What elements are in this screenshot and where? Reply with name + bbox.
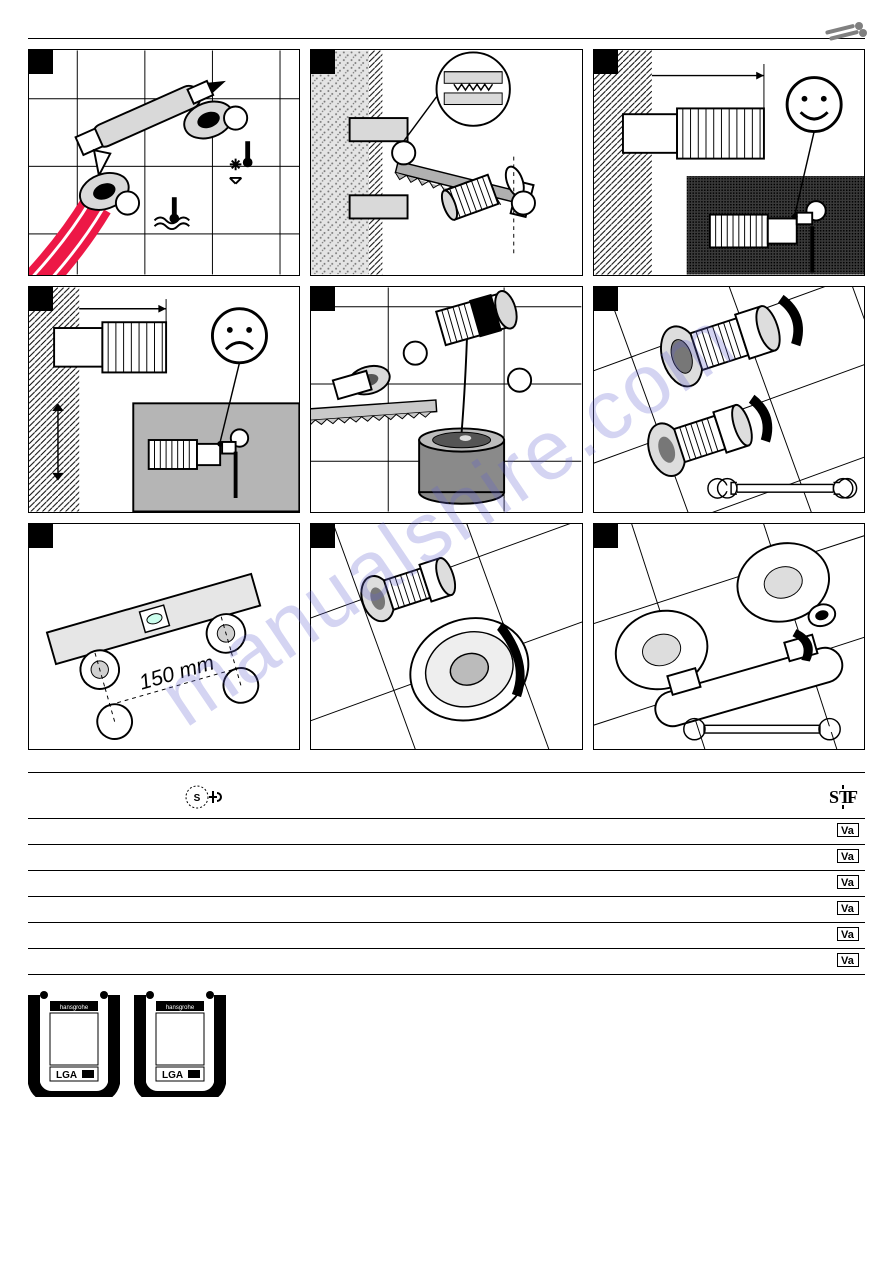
page: 150 mm	[0, 0, 893, 1127]
svg-text:S: S	[193, 793, 200, 804]
stf-cert-icon: S T F	[825, 783, 859, 811]
header-rule	[28, 38, 865, 39]
panel-step-1	[28, 49, 300, 276]
lga-label: LGA	[56, 1070, 77, 1081]
panel-step-3	[593, 49, 865, 276]
approvals-table-section: S S T F Va	[28, 772, 865, 975]
va-mark-icon: Va	[837, 849, 859, 863]
panel-step-6	[593, 286, 865, 513]
step-number-box	[311, 287, 335, 311]
step-number-box	[594, 287, 618, 311]
va-mark-icon: Va	[837, 953, 859, 967]
panel-step-2	[310, 49, 582, 276]
lga-cert-1: hansgrohe LGA	[28, 987, 120, 1097]
cert-brand-label: hansgrohe	[166, 1005, 195, 1011]
svg-text:F: F	[847, 787, 858, 807]
table-row: Va	[28, 896, 865, 922]
va-mark-icon: Va	[837, 875, 859, 889]
approvals-table: S S T F Va	[28, 773, 865, 975]
panel-step-8	[310, 523, 582, 750]
va-mark-icon: Va	[837, 901, 859, 915]
lga-cert-2: hansgrohe LGA	[134, 987, 226, 1097]
lga-label: LGA	[162, 1070, 183, 1081]
step-number-box	[29, 287, 53, 311]
table-row: Va	[28, 844, 865, 870]
table-header-cert2: S T F	[497, 773, 865, 819]
step-number-box	[311, 50, 335, 74]
cert-brand-label: hansgrohe	[60, 1005, 89, 1011]
panel-step-5	[310, 286, 582, 513]
step-number-box	[29, 50, 53, 74]
step-number-box	[311, 524, 335, 548]
svg-text:S: S	[829, 787, 839, 807]
svg-text:Va: Va	[841, 851, 855, 863]
sdoe-cert-icon: S	[185, 783, 227, 811]
va-mark-icon: Va	[837, 823, 859, 837]
table-row: Va	[28, 948, 865, 974]
panel-step-7: 150 mm	[28, 523, 300, 750]
svg-text:Va: Va	[841, 929, 855, 941]
instruction-grid: 150 mm	[28, 49, 865, 750]
table-header-empty	[28, 773, 179, 819]
svg-text:Va: Va	[841, 825, 855, 837]
svg-text:Va: Va	[841, 877, 855, 889]
va-mark-icon: Va	[837, 927, 859, 941]
tools-icon	[823, 21, 869, 50]
table-row: Va	[28, 818, 865, 844]
table-row: Va	[28, 922, 865, 948]
step-number-box	[594, 50, 618, 74]
table-row: Va	[28, 870, 865, 896]
panel-step-4	[28, 286, 300, 513]
svg-text:Va: Va	[841, 955, 855, 967]
step-number-box	[594, 524, 618, 548]
step-number-box	[29, 524, 53, 548]
svg-text:Va: Va	[841, 903, 855, 915]
panel-step-9	[593, 523, 865, 750]
certification-marks: hansgrohe LGA hansgrohe LGA	[28, 987, 865, 1097]
table-header-cert1: S	[179, 773, 497, 819]
